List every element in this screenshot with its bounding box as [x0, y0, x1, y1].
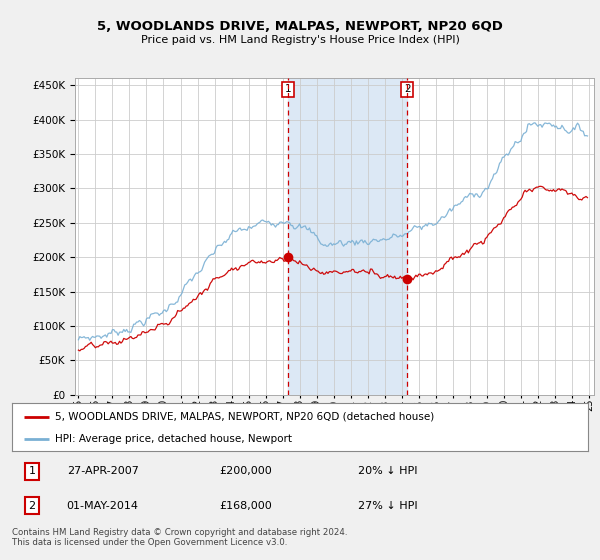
- Text: Contains HM Land Registry data © Crown copyright and database right 2024.
This d: Contains HM Land Registry data © Crown c…: [12, 528, 347, 547]
- Text: 5, WOODLANDS DRIVE, MALPAS, NEWPORT, NP20 6QD (detached house): 5, WOODLANDS DRIVE, MALPAS, NEWPORT, NP2…: [55, 412, 434, 422]
- Text: £168,000: £168,000: [220, 501, 272, 511]
- Text: HPI: Average price, detached house, Newport: HPI: Average price, detached house, Newp…: [55, 434, 292, 444]
- Text: 5, WOODLANDS DRIVE, MALPAS, NEWPORT, NP20 6QD: 5, WOODLANDS DRIVE, MALPAS, NEWPORT, NP2…: [97, 20, 503, 32]
- Text: 1: 1: [29, 466, 35, 477]
- Bar: [288, 78, 407, 395]
- Text: Price paid vs. HM Land Registry's House Price Index (HPI): Price paid vs. HM Land Registry's House …: [140, 35, 460, 45]
- Text: 2: 2: [29, 501, 36, 511]
- Text: 27% ↓ HPI: 27% ↓ HPI: [358, 501, 417, 511]
- Text: 20% ↓ HPI: 20% ↓ HPI: [358, 466, 417, 477]
- Text: £200,000: £200,000: [220, 466, 272, 477]
- Text: 1: 1: [285, 85, 292, 95]
- Text: 01-MAY-2014: 01-MAY-2014: [67, 501, 139, 511]
- Text: 2: 2: [404, 85, 410, 95]
- Text: 27-APR-2007: 27-APR-2007: [67, 466, 139, 477]
